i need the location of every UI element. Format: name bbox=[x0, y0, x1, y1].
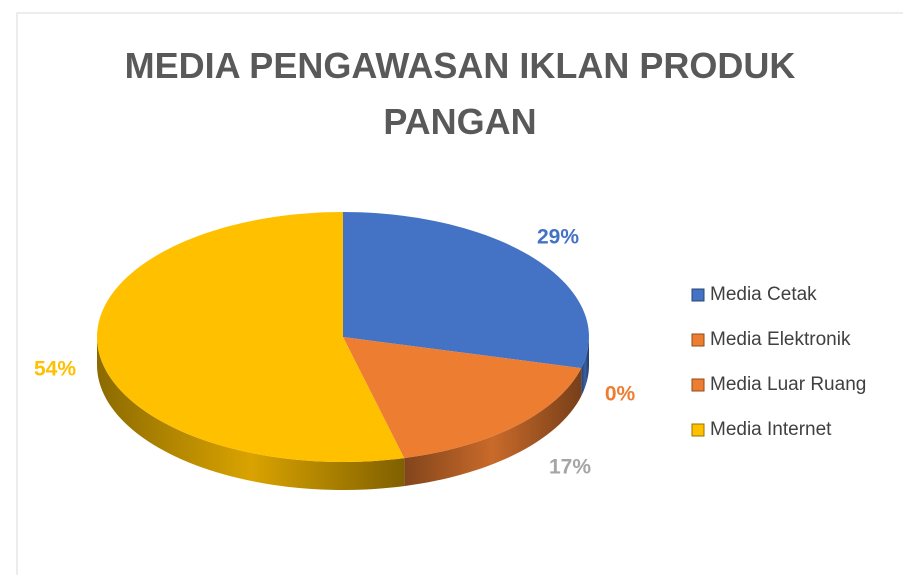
pie-side bbox=[404, 368, 582, 487]
pie-slice bbox=[343, 212, 589, 369]
legend-label: Media Elektronik bbox=[710, 329, 851, 350]
legend-swatch bbox=[691, 423, 705, 437]
pie-side bbox=[97, 337, 405, 490]
pie-side bbox=[581, 337, 589, 397]
data-label: 0% bbox=[605, 383, 636, 406]
legend-swatch bbox=[691, 288, 705, 302]
pie-slice bbox=[343, 337, 582, 459]
pie-slice bbox=[97, 212, 405, 462]
legend-label: Media Cetak bbox=[710, 284, 817, 305]
legend-swatch bbox=[691, 378, 705, 392]
data-label: 17% bbox=[549, 456, 591, 479]
legend-swatch bbox=[691, 333, 705, 347]
legend-label: Media Internet bbox=[710, 419, 832, 440]
data-label: 54% bbox=[34, 358, 76, 381]
legend-label: Media Luar Ruang bbox=[710, 374, 866, 395]
data-label: 29% bbox=[537, 226, 579, 249]
chart-border bbox=[16, 12, 903, 575]
chart-title: MEDIA PENGAWASAN IKLAN PRODUK PANGAN bbox=[124, 45, 796, 142]
